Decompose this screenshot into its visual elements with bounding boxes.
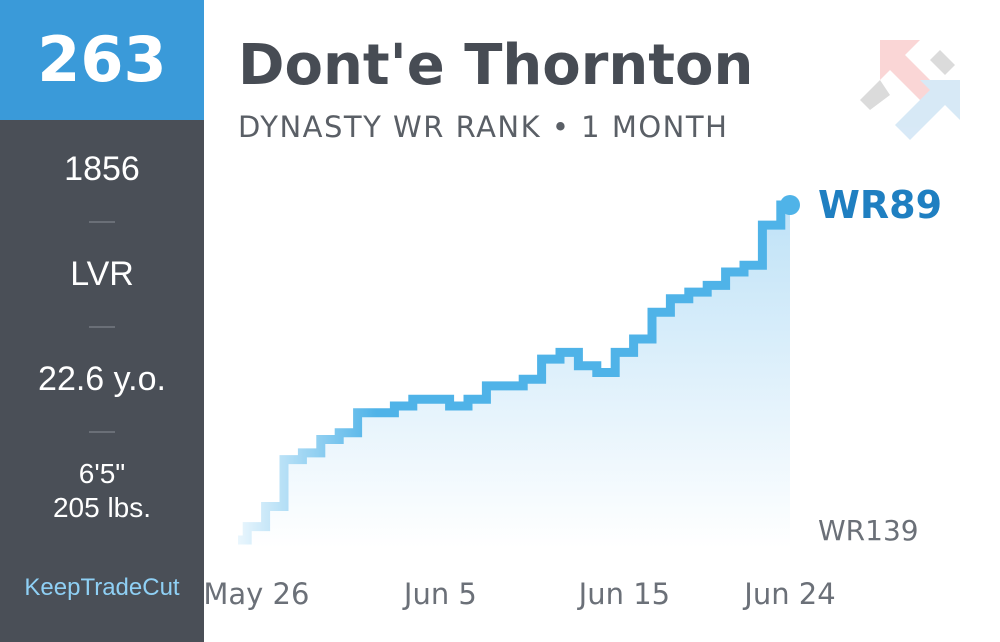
age: 22.6 y.o.: [38, 360, 166, 398]
line: [238, 200, 790, 545]
separator: [89, 431, 115, 433]
y-tick-label: WR139: [818, 514, 919, 547]
brand: KeepTradeCut: [24, 574, 180, 601]
value: 1856: [64, 150, 140, 188]
y-tick-label: WR89: [818, 183, 942, 227]
x-tick-label: Jun 5: [402, 577, 477, 611]
area: [238, 205, 790, 548]
sidebar: 263 1856 LVR 22.6 y.o. 6'5" 205 lbs. Kee…: [0, 0, 204, 642]
end-point: [780, 195, 800, 215]
x-tick-label: May 26: [203, 577, 309, 611]
overall-rank: 263: [0, 0, 204, 120]
team: LVR: [70, 255, 134, 293]
chart-subtitle: DYNASTY WR RANK • 1 MONTH: [238, 110, 728, 144]
logo: [860, 40, 960, 140]
height: 6'5": [78, 458, 126, 489]
separator: [89, 221, 115, 223]
chart-title: Dont'e Thornton: [238, 33, 753, 98]
x-tick-label: Jun 24: [742, 577, 835, 611]
x-tick-label: Jun 15: [577, 577, 670, 611]
separator: [89, 326, 115, 328]
weight: 205 lbs.: [52, 492, 152, 523]
